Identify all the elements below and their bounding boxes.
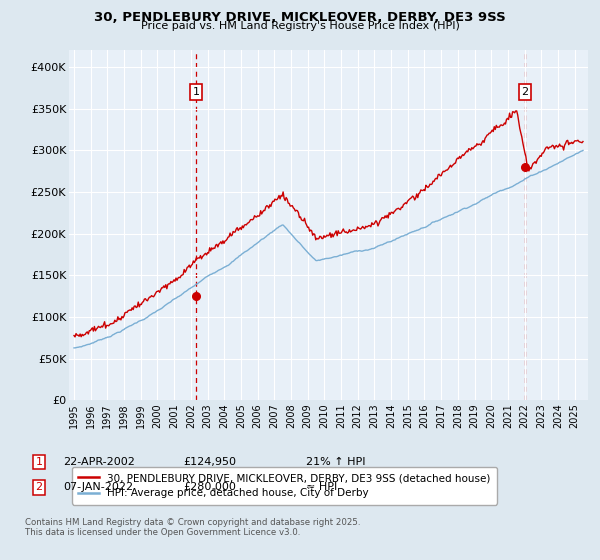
- Text: 2: 2: [521, 87, 529, 97]
- Text: Contains HM Land Registry data © Crown copyright and database right 2025.
This d: Contains HM Land Registry data © Crown c…: [25, 518, 361, 538]
- Text: 22-APR-2002: 22-APR-2002: [63, 457, 135, 467]
- Text: 21% ↑ HPI: 21% ↑ HPI: [306, 457, 365, 467]
- Text: ≈ HPI: ≈ HPI: [306, 482, 337, 492]
- Text: 30, PENDLEBURY DRIVE, MICKLEOVER, DERBY, DE3 9SS: 30, PENDLEBURY DRIVE, MICKLEOVER, DERBY,…: [94, 11, 506, 24]
- Text: 07-JAN-2022: 07-JAN-2022: [63, 482, 133, 492]
- Legend: 30, PENDLEBURY DRIVE, MICKLEOVER, DERBY, DE3 9SS (detached house), HPI: Average : 30, PENDLEBURY DRIVE, MICKLEOVER, DERBY,…: [71, 467, 497, 505]
- Text: 2: 2: [35, 482, 43, 492]
- Text: 1: 1: [193, 87, 199, 97]
- Text: £280,000: £280,000: [183, 482, 236, 492]
- Text: £124,950: £124,950: [183, 457, 236, 467]
- Text: 1: 1: [35, 457, 43, 467]
- Text: Price paid vs. HM Land Registry's House Price Index (HPI): Price paid vs. HM Land Registry's House …: [140, 21, 460, 31]
